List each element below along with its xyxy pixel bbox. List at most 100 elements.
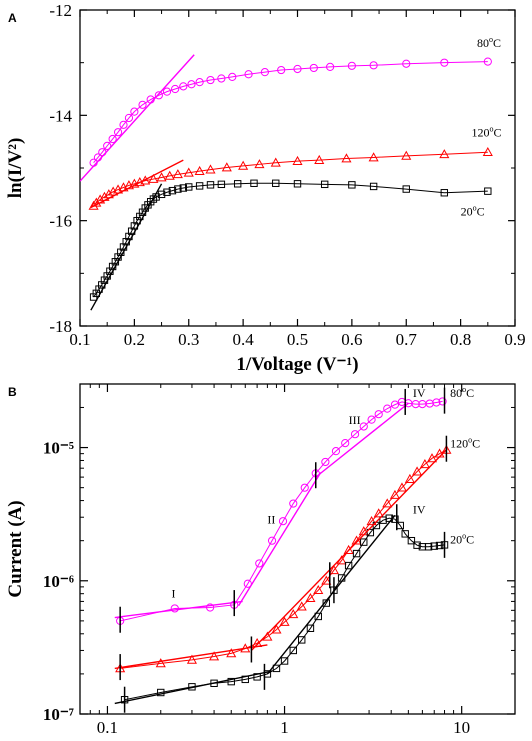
data-point [314,612,322,621]
data-point [174,185,182,193]
data-point [103,141,112,150]
data-point [369,61,378,70]
y-tick-label: 10⁻⁵ [43,439,74,458]
axis-ticks: 0.1 1 10 10⁻⁷ 10⁻⁶ 10⁻⁵ [43,384,516,737]
fit-line [315,402,409,478]
y-tick-label: 10⁻⁶ [43,572,74,591]
x-tick-label: 0.7 [396,330,418,349]
data-point [344,561,353,570]
data-point [186,654,197,664]
data-point [164,170,175,180]
data-point [321,457,330,467]
data-point [267,536,277,545]
data-point [328,565,339,575]
data-point [313,584,324,595]
data-point [306,624,315,632]
data-point [170,604,179,613]
data-point [270,157,281,167]
data-point [91,197,102,207]
data-point [289,499,298,508]
x-tick-label: 0.9 [504,330,525,349]
y-tick-label: -18 [49,317,72,336]
data-point [401,150,412,160]
data-point [390,400,400,409]
data-point [226,648,237,658]
x-tick-label: 0.4 [233,330,255,349]
data-point [292,155,303,166]
annotation-label: 80oC [450,385,474,400]
data-point [179,82,188,91]
data-point [148,173,159,183]
annotation-label: 120oC [450,436,480,451]
x-tick-label: 1 [280,718,289,737]
data-point [272,664,281,673]
x-tick-label: 0.1 [69,330,90,349]
x-tick-label: 0.1 [97,718,118,737]
fit-line [90,159,184,209]
series-20C [89,179,492,301]
fit-line [114,600,243,619]
data-point [440,189,449,197]
annotation-label: I [172,586,176,600]
chart-panel-a: A 0.1 0.2 0.3 0.4 0.5 0.6 0.7 0.8 0.9 -12 -14 -16 -18… [5,1,526,375]
series-120C [115,444,452,673]
annotation-label: IV [413,502,426,516]
x-tick-label: 0.8 [450,330,471,349]
data-point [373,508,384,518]
annotation-label: III [349,413,361,427]
data-point [157,688,165,697]
data-point [157,190,166,199]
data-point [119,120,128,129]
data-point [172,169,183,179]
data-point [314,154,325,164]
data-point [124,113,134,123]
data-point [227,677,235,686]
data-point [300,483,309,492]
y-axis-title: ln(I/V²) [5,138,26,199]
data-point [426,453,438,463]
series-line [120,400,443,622]
data-point [347,61,356,70]
plot-frame [79,383,516,715]
data-point [296,601,307,611]
data-point [352,549,361,558]
data-point [163,188,171,196]
data-point [412,466,423,476]
data-point [359,422,368,431]
series-80C [89,57,492,167]
data-point [367,415,376,424]
data-point [293,180,302,188]
axis-ticks: 0.1 0.2 0.3 0.4 0.5 0.6 0.7 0.8 0.9 -12 -14 -16 -18 [49,1,525,349]
data-point [108,134,117,144]
data-point [195,182,204,190]
annotation-label: 20oC [450,532,474,547]
fit-line [114,670,273,705]
data-point [402,185,410,193]
data-point [366,528,375,537]
data-point [179,184,188,192]
data-point [206,181,215,189]
data-point [419,458,430,469]
data-point [435,541,444,550]
data-point [228,72,237,81]
data-point [396,482,407,492]
data-point [260,68,269,77]
series-line [93,151,488,207]
data-point [341,153,352,163]
annotation-label: IV [413,386,426,400]
data-point [209,651,220,661]
data-point [484,187,492,195]
x-axis-title: 1/Voltage (V⁻¹) [236,354,358,375]
data-point [326,62,335,71]
data-point [424,543,433,551]
x-tick-label: 0.3 [178,330,199,349]
data-point [305,592,316,603]
data-point [162,87,172,96]
data-point [389,489,400,499]
y-tick-label: -14 [49,106,72,125]
data-point [293,64,302,74]
annotation-label: II [267,512,275,526]
data-point [280,657,289,665]
data-point [343,544,354,554]
data-point [360,538,368,546]
